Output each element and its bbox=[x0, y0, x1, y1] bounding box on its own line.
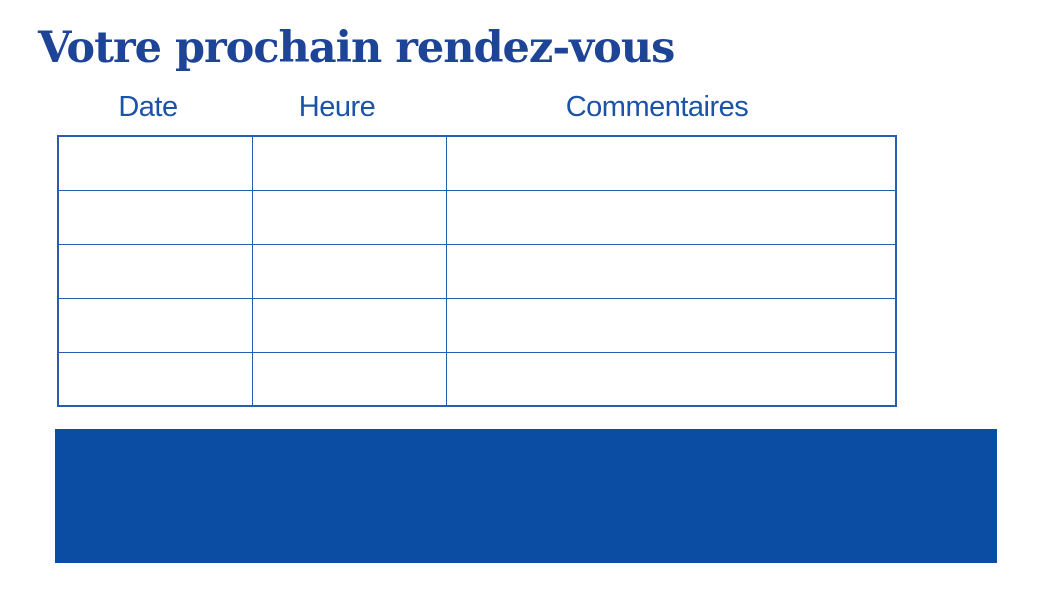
table-cell-date bbox=[57, 297, 253, 353]
table-cell-heure bbox=[251, 297, 447, 353]
column-header-date: Date bbox=[118, 90, 178, 123]
table-cell-date bbox=[57, 135, 253, 191]
appointments-table-body bbox=[57, 135, 897, 407]
table-row bbox=[57, 243, 897, 299]
table-cell-commentaires bbox=[445, 243, 897, 299]
column-header-heure: Heure bbox=[298, 90, 376, 123]
table-header-row: Date Heure Commentaires bbox=[57, 90, 895, 124]
column-header-commentaires: Commentaires bbox=[565, 90, 749, 123]
page-title: Votre prochain rendez-vous bbox=[38, 23, 675, 73]
table-cell-commentaires bbox=[445, 135, 897, 191]
table-row bbox=[57, 189, 897, 245]
table-cell-commentaires bbox=[445, 297, 897, 353]
table-cell-commentaires bbox=[445, 189, 897, 245]
table-cell-heure bbox=[251, 351, 447, 407]
table-cell-date bbox=[57, 243, 253, 299]
table-row bbox=[57, 351, 897, 407]
table-cell-heure bbox=[251, 189, 447, 245]
table-cell-commentaires bbox=[445, 351, 897, 407]
appointments-table bbox=[57, 135, 897, 407]
table-cell-heure bbox=[251, 135, 447, 191]
table-cell-date bbox=[57, 189, 253, 245]
table-row bbox=[57, 297, 897, 353]
table-row bbox=[57, 135, 897, 191]
footer-banner bbox=[55, 429, 997, 563]
table-cell-heure bbox=[251, 243, 447, 299]
table-cell-date bbox=[57, 351, 253, 407]
